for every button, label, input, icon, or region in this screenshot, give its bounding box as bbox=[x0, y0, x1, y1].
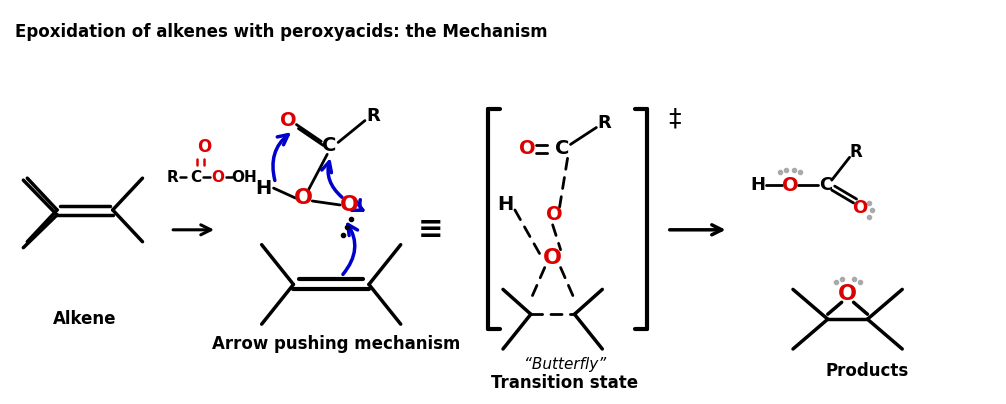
Text: H: H bbox=[497, 196, 513, 215]
Text: Epoxidation of alkenes with peroxyacids: the Mechanism: Epoxidation of alkenes with peroxyacids:… bbox=[15, 23, 548, 41]
Text: R: R bbox=[366, 107, 380, 124]
Text: O: O bbox=[281, 111, 297, 130]
Text: O: O bbox=[543, 248, 562, 267]
Text: R: R bbox=[166, 170, 178, 185]
Text: Products: Products bbox=[826, 362, 909, 380]
Text: O: O bbox=[838, 284, 857, 304]
Text: O: O bbox=[852, 199, 867, 217]
Text: R: R bbox=[849, 143, 862, 161]
Text: C: C bbox=[819, 176, 832, 194]
Text: ≡: ≡ bbox=[417, 215, 444, 244]
Text: R: R bbox=[598, 114, 612, 132]
Text: C: C bbox=[555, 139, 569, 158]
Text: H: H bbox=[750, 176, 766, 194]
Text: C: C bbox=[190, 170, 201, 185]
Text: O: O bbox=[782, 176, 799, 195]
Text: O: O bbox=[294, 188, 313, 208]
Text: O: O bbox=[518, 139, 535, 158]
Text: ‡: ‡ bbox=[669, 107, 681, 130]
Text: Arrow pushing mechanism: Arrow pushing mechanism bbox=[212, 335, 461, 353]
Text: C: C bbox=[322, 136, 336, 155]
Text: O: O bbox=[197, 139, 211, 156]
Text: Transition state: Transition state bbox=[491, 374, 638, 392]
Text: “Butterfly”: “Butterfly” bbox=[523, 357, 606, 372]
Text: Alkene: Alkene bbox=[53, 310, 117, 328]
Text: O: O bbox=[211, 170, 224, 185]
Text: O: O bbox=[340, 195, 358, 215]
Text: H: H bbox=[256, 179, 272, 198]
Text: O: O bbox=[546, 205, 563, 224]
Text: OH: OH bbox=[231, 170, 257, 185]
